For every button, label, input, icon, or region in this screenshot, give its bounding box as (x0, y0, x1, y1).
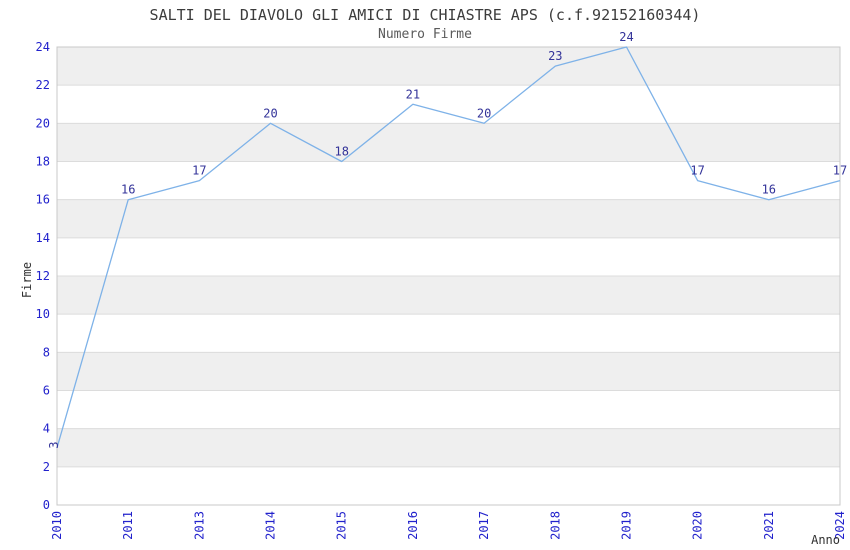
y-tick-label: 0 (43, 498, 50, 512)
band-stripe (57, 85, 840, 124)
band-stripe (57, 390, 840, 429)
x-tick-label: 2021 (762, 511, 776, 540)
band-stripe (57, 352, 840, 391)
chart-bands (57, 47, 840, 505)
chart-subtitle: Numero Firme (378, 27, 472, 42)
y-tick-label: 24 (36, 40, 50, 54)
data-label: 3 (47, 442, 61, 449)
y-tick-label: 18 (36, 155, 50, 169)
plot-border (56, 46, 841, 506)
y-tick-label: 12 (36, 269, 50, 283)
y-tick-label: 22 (36, 78, 50, 92)
data-label: 24 (619, 30, 633, 44)
band-stripe (57, 466, 840, 505)
x-tick-label: 2015 (335, 511, 349, 540)
y-tick-label: 8 (43, 345, 50, 359)
band-stripe (57, 428, 840, 467)
data-label: 20 (477, 106, 491, 120)
data-label: 18 (334, 145, 348, 159)
band-stripe (57, 161, 840, 200)
data-label: 20 (263, 106, 277, 120)
x-tick-label: 2013 (192, 511, 206, 540)
data-point-labels: 3 16 17 20 18 21 20 23 24 17 16 17 (47, 30, 847, 449)
x-tick-label: 2016 (406, 511, 420, 540)
x-tick-label: 2019 (619, 511, 633, 540)
band-stripe (57, 123, 840, 162)
series-line (56, 46, 841, 448)
data-label: 21 (406, 87, 420, 101)
y-tick-label: 4 (43, 422, 50, 436)
band-stripe (57, 47, 840, 86)
y-tick-label: 10 (36, 307, 50, 321)
data-label: 16 (121, 183, 135, 197)
y-tick-label: 20 (36, 116, 50, 130)
y-tick-label: 2 (43, 460, 50, 474)
y-tick-label: 14 (36, 231, 50, 245)
x-tick-label: 2020 (691, 511, 705, 540)
x-tick-label: 2018 (548, 511, 562, 540)
band-stripe (57, 276, 840, 315)
data-label: 16 (762, 183, 776, 197)
x-tick-label: 2017 (477, 511, 491, 540)
band-stripe (57, 237, 840, 276)
x-tick-label: 2014 (264, 511, 278, 540)
data-label: 17 (690, 164, 704, 178)
horizontal-gridlines (57, 84, 840, 468)
x-axis-title: Anno (811, 533, 840, 547)
chart-title: SALTI DEL DIAVOLO GLI AMICI DI CHIASTRE … (149, 6, 701, 24)
y-tick-label: 16 (36, 193, 50, 207)
data-label: 23 (548, 49, 562, 63)
y-tick-label: 6 (43, 384, 50, 398)
data-label: 17 (192, 164, 206, 178)
x-axis-tick-labels: 2010 2011 2013 2014 2015 2016 2017 2018 2019 2020… (50, 511, 847, 540)
band-stripe (57, 314, 840, 353)
x-tick-label: 2011 (121, 511, 135, 540)
data-label: 17 (833, 164, 847, 178)
x-tick-label: 2024 (833, 511, 847, 540)
x-tick-label: 2010 (50, 511, 64, 540)
band-stripe (57, 199, 840, 238)
